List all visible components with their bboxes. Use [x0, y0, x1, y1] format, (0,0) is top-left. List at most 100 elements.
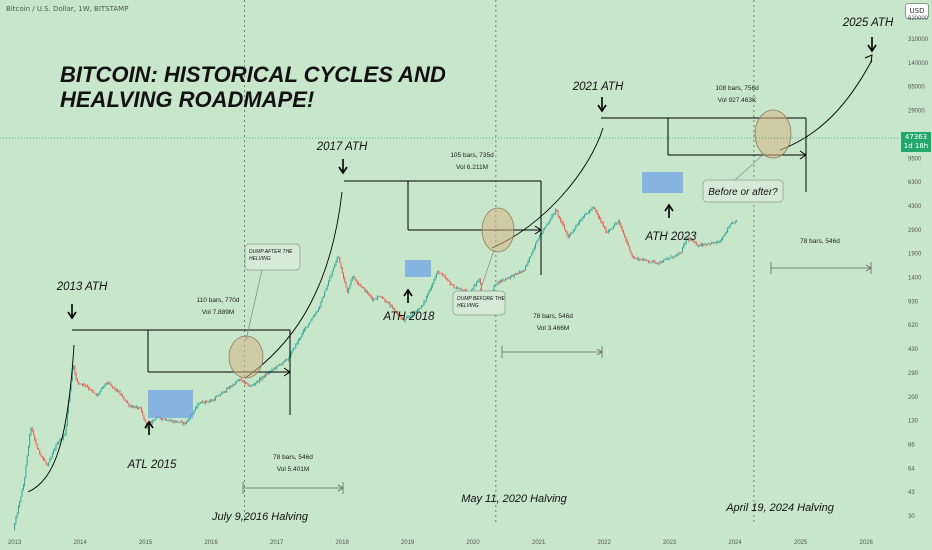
candle-body: [184, 422, 186, 424]
candle-body: [692, 240, 693, 242]
candle-body: [63, 435, 65, 439]
candle-body: [689, 239, 691, 241]
x-tick-label: 2018: [335, 540, 349, 546]
candle-body: [243, 381, 245, 383]
candle-body: [704, 244, 706, 246]
candle-body: [407, 317, 408, 318]
candle-body: [462, 289, 464, 292]
y-tick-label: 430: [908, 347, 919, 353]
candle-body: [680, 252, 682, 254]
candle-body: [154, 418, 156, 420]
candle-body: [565, 229, 567, 232]
candle-body: [722, 236, 724, 241]
y-tick-label: 65000: [908, 85, 925, 91]
candle-body: [274, 367, 275, 370]
measure-label: 105 bars, 735d: [450, 152, 494, 159]
candle-body: [683, 244, 685, 248]
candle-body: [226, 388, 228, 392]
candle-body: [648, 260, 649, 262]
candle-body: [215, 397, 216, 401]
candle-body: [55, 444, 57, 449]
candle-body: [310, 320, 312, 323]
candle-body: [733, 222, 735, 224]
candle-body: [499, 280, 501, 283]
candle-body: [168, 420, 170, 422]
candle-body: [39, 449, 41, 454]
candle-body: [325, 289, 327, 292]
accumulation-box: [642, 172, 683, 193]
candle-body: [398, 314, 400, 316]
candle-body: [201, 401, 203, 403]
candle-body: [94, 392, 96, 394]
candle-body: [430, 286, 432, 290]
currency-button[interactable]: USD: [905, 3, 929, 19]
candle-body: [319, 306, 321, 309]
candle-body: [100, 388, 102, 392]
candle-body: [140, 407, 142, 412]
candle-body: [550, 219, 552, 222]
y-tick-label: 310000: [908, 37, 929, 43]
x-tick-label: 2017: [270, 540, 284, 546]
candle-body: [579, 221, 580, 224]
callout-box: [452, 290, 506, 316]
candle-body: [223, 391, 225, 393]
candle-body: [292, 348, 294, 351]
candle-body: [58, 441, 60, 444]
candle-body: [440, 273, 442, 275]
x-tick-label: 2022: [597, 540, 611, 546]
candle-body: [393, 307, 395, 310]
y-tick-label: 43: [908, 490, 915, 496]
candle-body: [629, 246, 631, 252]
candle-body: [442, 273, 444, 276]
candle-body: [708, 243, 710, 245]
last-price-value: 47363: [904, 133, 928, 141]
candle-body: [294, 347, 295, 349]
candle-body: [350, 280, 352, 285]
candle-body: [418, 308, 420, 310]
callout-text: DUMP AFTER THE: [249, 249, 293, 255]
candle-body: [66, 412, 68, 426]
candle-body: [129, 405, 131, 407]
candle-body: [400, 316, 402, 319]
candle-body: [615, 223, 617, 225]
candle-body: [311, 318, 313, 321]
candle-body: [147, 424, 149, 428]
candle-body: [502, 279, 504, 282]
candle-body: [633, 256, 634, 258]
candles: [14, 206, 737, 531]
candle-body: [355, 279, 357, 282]
candle-body: [368, 293, 370, 295]
candle-body: [714, 242, 716, 244]
candle-body: [720, 240, 722, 241]
ath-label: 2021 ATH: [572, 81, 624, 93]
candle-body: [307, 323, 309, 327]
candle-body: [522, 270, 524, 272]
candle-body: [181, 421, 183, 423]
candle-body: [276, 365, 278, 369]
candle-body: [324, 291, 326, 297]
candle-body: [707, 244, 708, 245]
candle-body: [735, 220, 737, 221]
candle-body: [725, 232, 727, 234]
candle-body: [417, 309, 419, 312]
ath-label: 2013 ATH: [56, 281, 108, 293]
candle-body: [166, 419, 167, 421]
candle-body: [330, 275, 332, 279]
candle-body: [607, 231, 609, 233]
candle-body: [238, 378, 240, 381]
candle-body: [290, 352, 292, 357]
candle-body: [118, 391, 120, 393]
candle-body: [506, 278, 508, 280]
candle-body: [601, 221, 603, 224]
candle-body: [68, 401, 70, 413]
candle-body: [621, 226, 623, 231]
candle-body: [279, 364, 280, 366]
candle-body: [656, 262, 658, 264]
candle-body: [162, 418, 164, 420]
candle-body: [446, 278, 447, 280]
candle-body: [596, 211, 598, 214]
accumulation-box: [148, 390, 193, 418]
symbol-header: Bitcoin / U.S. Dollar, 1W, BITSTAMP: [6, 5, 129, 13]
candle-body: [665, 259, 667, 260]
